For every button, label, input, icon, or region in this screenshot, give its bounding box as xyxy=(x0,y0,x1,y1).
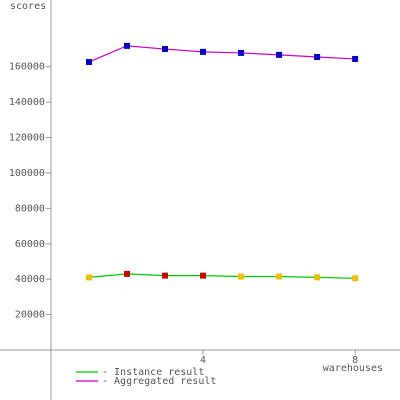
y-tick-label: 80000 xyxy=(15,203,45,214)
data-point xyxy=(162,46,169,53)
data-point xyxy=(276,273,283,280)
y-tick-label: 60000 xyxy=(15,239,45,250)
y-axis-label: scores xyxy=(10,1,46,12)
data-point xyxy=(276,51,283,58)
series-line xyxy=(88,273,356,279)
x-tick-label: 4 xyxy=(200,355,206,366)
legend-label: - Instance result xyxy=(102,367,204,378)
data-point xyxy=(352,55,359,62)
y-tick-label: 100000 xyxy=(9,168,45,179)
y-tick-label: 40000 xyxy=(15,274,45,285)
data-point xyxy=(123,42,130,49)
data-point xyxy=(162,272,169,279)
y-tick-label: 120000 xyxy=(9,133,45,144)
data-point xyxy=(238,49,245,56)
data-point xyxy=(314,54,321,61)
x-tick-label: 8 xyxy=(352,355,358,366)
data-point xyxy=(200,272,207,279)
data-point xyxy=(200,48,207,55)
data-point xyxy=(238,273,245,280)
y-tick-label: 160000 xyxy=(9,62,45,73)
data-point xyxy=(352,275,359,282)
x-axis-label: warehouses xyxy=(323,363,383,374)
legend-label: - Aggregated result xyxy=(102,376,216,387)
y-tick-label: 140000 xyxy=(9,97,45,108)
data-point xyxy=(123,270,130,277)
y-tick-label: 20000 xyxy=(15,310,45,321)
data-point xyxy=(314,274,321,281)
series-line xyxy=(88,45,356,63)
data-point xyxy=(85,274,92,281)
data-point xyxy=(85,58,92,65)
